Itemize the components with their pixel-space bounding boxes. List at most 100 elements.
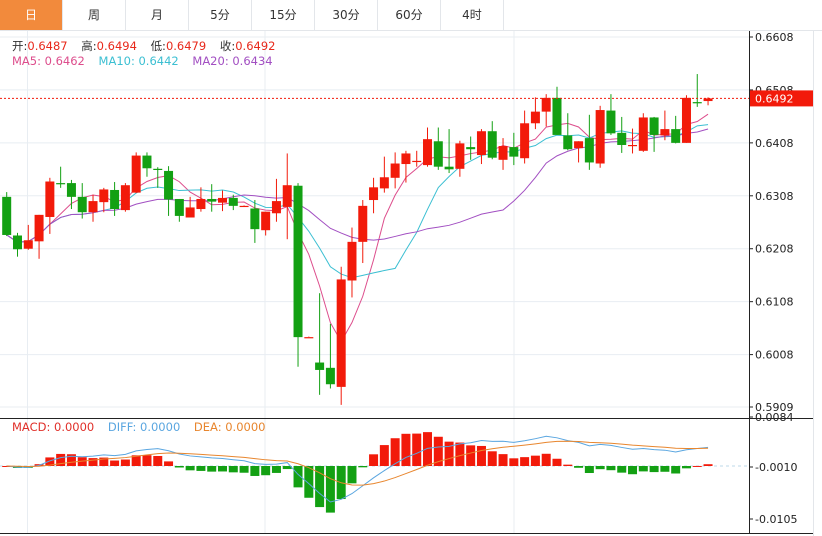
macd-bar [218, 466, 227, 472]
candle-body [606, 110, 616, 134]
macd-bar [628, 466, 638, 475]
macd-bar [498, 454, 508, 466]
macd-bar [638, 466, 648, 472]
macd-bar [131, 455, 141, 466]
macd-bar [671, 466, 681, 474]
price-tick-label: 0.6208 [755, 243, 794, 256]
candle-body [466, 147, 476, 150]
candle-body [164, 170, 174, 200]
high-value: 0.6494 [96, 39, 137, 53]
macd-bar [66, 454, 76, 466]
candle-body [66, 183, 76, 197]
candle-body [390, 163, 400, 178]
candle-body [99, 189, 109, 203]
macd-bar [541, 453, 551, 466]
candle-body [423, 139, 433, 166]
candle-body [692, 102, 702, 104]
macd-bar [703, 464, 713, 466]
candle-body [563, 135, 573, 150]
period-tabs: 日周月 5分 15分 30分 60分 4时 [0, 0, 822, 31]
candle-body [520, 123, 530, 159]
macd-bar [563, 464, 573, 466]
candle-body [541, 97, 551, 112]
candle-body [131, 155, 141, 193]
candle-body [228, 197, 238, 206]
ohlc-readout: 开:0.6487 高:0.6494 低:0.6479 收:0.6492 [12, 38, 285, 54]
candle-body [681, 97, 691, 143]
macd-bar [304, 466, 314, 498]
candle-body [23, 240, 33, 249]
macd-bar [174, 466, 184, 468]
candle-body [487, 131, 497, 158]
macd-bar [358, 466, 368, 468]
macd-bar [433, 436, 443, 466]
candle-body [261, 211, 271, 231]
tab-2[interactable]: 月 [126, 0, 189, 30]
candle-body [185, 207, 195, 218]
candle-body [293, 185, 303, 338]
macd-bar [110, 460, 120, 466]
candle-body [358, 205, 368, 242]
macd-bar [261, 466, 271, 476]
macd-bar [444, 441, 454, 466]
price-tick-label: 0.6608 [755, 31, 794, 44]
macd-value: MACD: 0.0000 [12, 420, 95, 434]
macd-bar [520, 457, 530, 466]
macd-bar [45, 457, 55, 466]
macd-tick-label: 0.0084 [755, 411, 794, 424]
last-price-label: 0.6492 [755, 92, 794, 105]
tab-0[interactable]: 日 [0, 0, 63, 30]
tab-6[interactable]: 60分 [378, 0, 441, 30]
candle-body [336, 279, 346, 387]
candle-body [671, 129, 681, 143]
candle-body [153, 168, 163, 171]
candle-body [649, 117, 659, 135]
close-value: 0.6492 [235, 39, 276, 53]
macd-bar [455, 442, 465, 466]
candle-body [12, 235, 22, 250]
candle-body [239, 205, 249, 208]
tab-1[interactable]: 周 [63, 0, 126, 30]
macd-tick-label: -0.0010 [755, 461, 797, 474]
candle-body [660, 129, 670, 136]
candle-body [455, 143, 465, 169]
tab-7[interactable]: 4时 [441, 0, 504, 30]
macd-bar [347, 466, 357, 484]
macd-bar [271, 466, 281, 473]
tab-5[interactable]: 30分 [315, 0, 378, 30]
price-tick-label: 0.6308 [755, 190, 794, 203]
candle-body [401, 153, 411, 165]
macd-bar [239, 466, 249, 473]
candle-body [196, 198, 206, 210]
macd-bar [681, 466, 691, 469]
macd-bar [153, 455, 163, 466]
macd-bar [228, 466, 238, 473]
macd-bar [423, 432, 433, 466]
macd-bar [325, 466, 335, 513]
candle-body [703, 98, 713, 102]
macd-bar [207, 466, 217, 472]
candle-body [347, 241, 357, 281]
macd-bar [595, 466, 605, 470]
macd-bar [552, 458, 562, 466]
macd-bar [574, 466, 584, 468]
candle-body [282, 185, 292, 207]
low-label: 低: [150, 39, 166, 53]
macd-bar [660, 466, 670, 472]
dea-value: DEA: 0.0000 [193, 420, 266, 434]
macd-bar [56, 453, 66, 466]
tab-3[interactable]: 5分 [189, 0, 252, 30]
macd-bar [164, 461, 174, 466]
tab-4[interactable]: 15分 [252, 0, 315, 30]
macd-readout: MACD: 0.0000 DIFF: 0.0000 DEA: 0.0000 [12, 420, 275, 434]
macd-bar [617, 466, 627, 473]
candle-body [325, 367, 335, 385]
candle-body [412, 160, 422, 163]
candle-body [218, 197, 227, 203]
candle-body [110, 189, 120, 210]
macd-bar [379, 445, 389, 466]
candle-body [207, 198, 217, 202]
candle-body [88, 201, 98, 213]
ma20-value: MA20: 0.6434 [192, 54, 273, 68]
